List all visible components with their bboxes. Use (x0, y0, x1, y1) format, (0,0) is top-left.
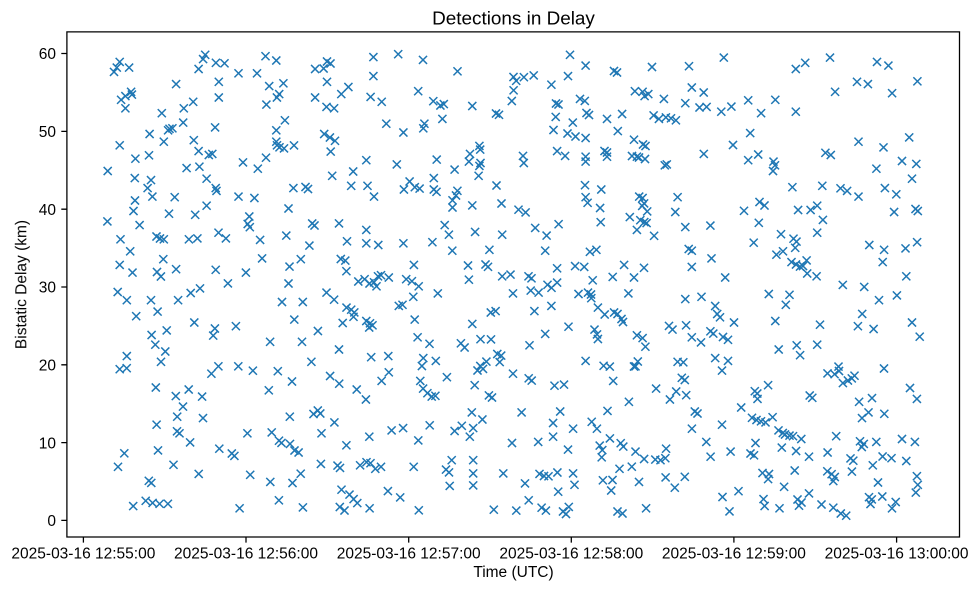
svg-text:0: 0 (47, 513, 56, 530)
svg-text:2025-03-16 12:59:00: 2025-03-16 12:59:00 (662, 545, 806, 562)
svg-text:2025-03-16 12:56:00: 2025-03-16 12:56:00 (174, 545, 318, 562)
svg-text:Bistatic Delay (km): Bistatic Delay (km) (13, 220, 30, 349)
svg-text:40: 40 (39, 202, 57, 219)
svg-text:2025-03-16 12:55:00: 2025-03-16 12:55:00 (11, 545, 155, 562)
svg-text:Time (UTC): Time (UTC) (473, 564, 553, 581)
svg-text:60: 60 (39, 46, 57, 63)
svg-text:50: 50 (39, 124, 57, 141)
svg-text:2025-03-16 13:00:00: 2025-03-16 13:00:00 (825, 545, 969, 562)
svg-text:20: 20 (39, 357, 57, 374)
svg-text:10: 10 (39, 435, 57, 452)
svg-text:30: 30 (39, 280, 57, 297)
svg-text:2025-03-16 12:58:00: 2025-03-16 12:58:00 (499, 545, 643, 562)
svg-text:2025-03-16 12:57:00: 2025-03-16 12:57:00 (337, 545, 481, 562)
svg-text:Detections in Delay: Detections in Delay (432, 8, 595, 29)
